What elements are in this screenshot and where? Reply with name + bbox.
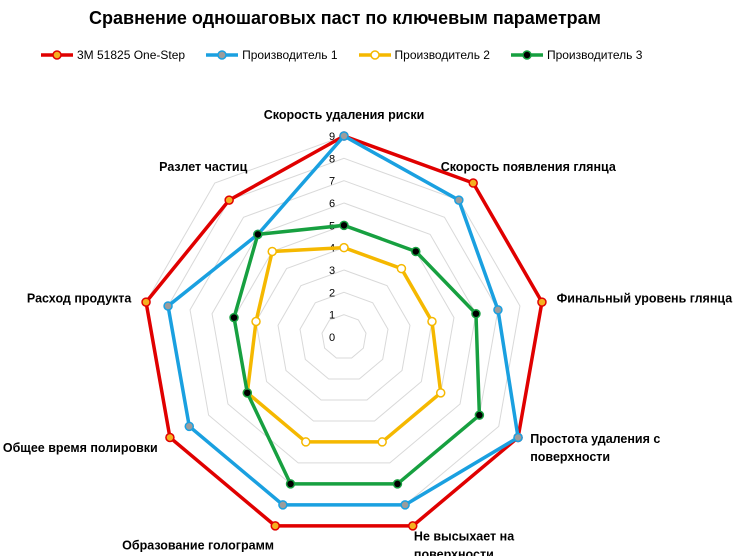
legend-item: Производитель 2 <box>358 48 490 62</box>
data-point <box>165 432 175 443</box>
legend-label: 3M 51825 One-Step <box>77 48 186 62</box>
legend-swatch <box>510 50 543 60</box>
data-point <box>163 301 173 311</box>
data-point <box>493 305 503 315</box>
data-point <box>513 432 523 443</box>
chart-title: Сравнение одношаговых паст по ключевым п… <box>89 8 601 28</box>
legend-item: 3M 51825 One-Step <box>40 48 185 62</box>
axis-label: Не высыхает на поверхности <box>414 530 515 556</box>
series-layer <box>141 131 547 531</box>
data-point <box>468 178 478 188</box>
axis-label-line: Общее время полировки <box>3 441 158 455</box>
series <box>141 131 547 531</box>
data-point <box>454 195 464 205</box>
tick-label: 1 <box>329 310 335 322</box>
tick-label: 6 <box>329 198 335 210</box>
axis-label-line: поверхности <box>530 450 610 464</box>
legend-label: Производитель 1 <box>242 48 338 62</box>
data-point <box>141 297 151 307</box>
data-point <box>474 410 485 420</box>
data-point <box>251 316 261 327</box>
data-point <box>377 437 387 447</box>
axis-label-line: Образование голограмм <box>122 539 274 553</box>
axis-label: Общее время полировки <box>3 441 158 455</box>
series-line <box>144 134 544 528</box>
axis-label-line: поверхности <box>414 548 494 556</box>
axis-label: Скорость удаления риски <box>264 108 425 122</box>
data-point <box>339 131 349 141</box>
data-point <box>411 246 421 257</box>
data-point <box>242 388 253 398</box>
data-point <box>427 316 437 327</box>
series-line <box>232 223 482 486</box>
data-point <box>392 479 403 489</box>
axis-label: Скорость появления глянца <box>441 160 617 174</box>
tick-label: 9 <box>329 131 335 143</box>
tick-label: 8 <box>329 153 335 165</box>
data-point <box>285 479 296 489</box>
axis-label-line: Скорость появления глянца <box>441 160 617 174</box>
legend-swatch <box>41 50 73 60</box>
legend-swatch <box>358 50 391 60</box>
grid-ring <box>299 291 389 380</box>
data-point <box>400 500 410 510</box>
axis-label-line: Простота удаления с <box>530 432 660 446</box>
grid-ring <box>321 314 367 359</box>
data-point <box>407 521 418 531</box>
legend-marker <box>369 50 380 60</box>
data-point <box>253 229 263 240</box>
series-line <box>245 245 443 444</box>
axis-label-line: Скорость удаления риски <box>264 108 425 122</box>
data-point <box>396 263 407 274</box>
data-point <box>267 246 277 257</box>
axis-label: Образование голограмм <box>122 539 274 553</box>
tick-label: 0 <box>329 332 335 344</box>
tick-label: 2 <box>329 287 335 299</box>
grid-ring <box>277 269 411 401</box>
data-point <box>270 521 281 531</box>
legend-marker <box>217 50 227 60</box>
data-point <box>301 437 311 447</box>
legend-marker <box>52 50 62 60</box>
axis-label-line: Разлет частиц <box>159 160 247 174</box>
series-line <box>166 133 520 507</box>
legend-swatch <box>206 50 239 60</box>
axis-label: Простота удаления с поверхности <box>530 432 660 464</box>
legend-item: Производитель 3 <box>510 48 642 62</box>
legend-label: Производитель 3 <box>546 48 643 62</box>
grid-ring <box>211 202 477 464</box>
legend-marker <box>522 50 532 60</box>
data-point <box>229 312 239 323</box>
axis-label-line: Расход продукта <box>27 291 133 305</box>
data-point <box>435 388 446 398</box>
data-point <box>471 308 481 319</box>
data-point <box>278 500 288 510</box>
legend-label: Производитель 2 <box>394 48 490 62</box>
data-point <box>339 242 349 253</box>
series <box>229 220 485 489</box>
axis-label-layer: Скорость удаления риски Скорость появлени… <box>3 108 733 556</box>
axis-label: Расход продукта <box>27 291 133 305</box>
axis-label-line: Финальный уровень глянца <box>557 291 734 305</box>
axis-label: Разлет частиц <box>159 160 247 174</box>
data-point <box>184 421 195 432</box>
series <box>242 242 446 447</box>
axis-label-line: Не высыхает на <box>414 530 515 544</box>
legend-item: Производитель 1 <box>205 48 338 62</box>
tick-label: 7 <box>329 176 335 188</box>
data-point <box>339 220 349 231</box>
tick-label: 3 <box>329 265 335 277</box>
legend: 3M 51825 One-Step Производитель 1 Произв… <box>40 48 662 62</box>
data-point <box>537 297 547 307</box>
axis-label: Финальный уровень глянца <box>557 291 734 305</box>
data-point <box>224 195 234 205</box>
